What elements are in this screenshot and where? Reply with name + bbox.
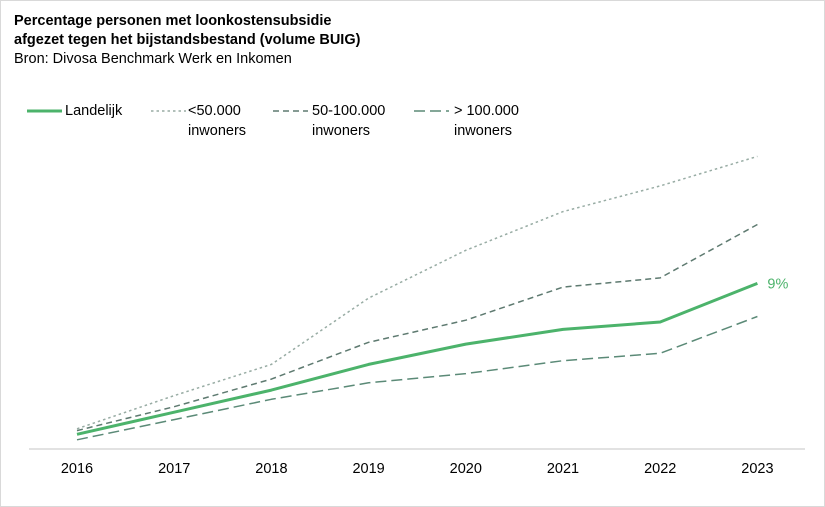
title-line-1: Percentage personen met loonkostensubsid… xyxy=(14,13,332,29)
x-tick-label-2016: 2016 xyxy=(61,461,93,477)
chart-source: Bron: Divosa Benchmark Werk en Inkomen xyxy=(14,51,292,67)
legend-item-large: > 100.000 inwoners xyxy=(454,101,519,141)
chart-title: Percentage personen met loonkostensubsid… xyxy=(14,12,360,50)
legend-label: <50.000 xyxy=(188,103,241,119)
legend-label: > 100.000 xyxy=(454,103,519,119)
x-tick-label-2018: 2018 xyxy=(255,461,287,477)
title-line-2: afgezet tegen het bijstandsbestand (volu… xyxy=(14,32,361,48)
x-tick-label-2021: 2021 xyxy=(547,461,579,477)
series-line-dotted xyxy=(76,155,758,430)
series-line-longdash xyxy=(76,315,758,441)
legend-item-medium: 50-100.000 inwoners xyxy=(312,101,385,141)
legend-label-2: inwoners xyxy=(188,123,247,139)
x-tick-label-2019: 2019 xyxy=(352,461,384,477)
data-label-landelijk-2023: 9% xyxy=(767,276,788,292)
legend-label: Landelijk xyxy=(65,103,123,119)
x-tick-label-2020: 2020 xyxy=(450,461,482,477)
series-line-solid xyxy=(76,282,758,436)
legend-swatches xyxy=(27,109,449,113)
legend: Landelijk <50.000 inwoners 50-100.000 in… xyxy=(0,0,825,140)
series-line-dashed xyxy=(76,223,758,432)
x-tick-label-2017: 2017 xyxy=(158,461,190,477)
legend-item-landelijk: Landelijk xyxy=(65,101,122,121)
legend-item-small: <50.000 inwoners xyxy=(188,101,246,141)
x-tick-label-2023: 2023 xyxy=(741,461,773,477)
x-tick-label-2022: 2022 xyxy=(644,461,676,477)
legend-label-2: inwoners xyxy=(454,123,513,139)
legend-label-2: inwoners xyxy=(312,123,371,139)
legend-label: 50-100.000 xyxy=(312,103,386,119)
